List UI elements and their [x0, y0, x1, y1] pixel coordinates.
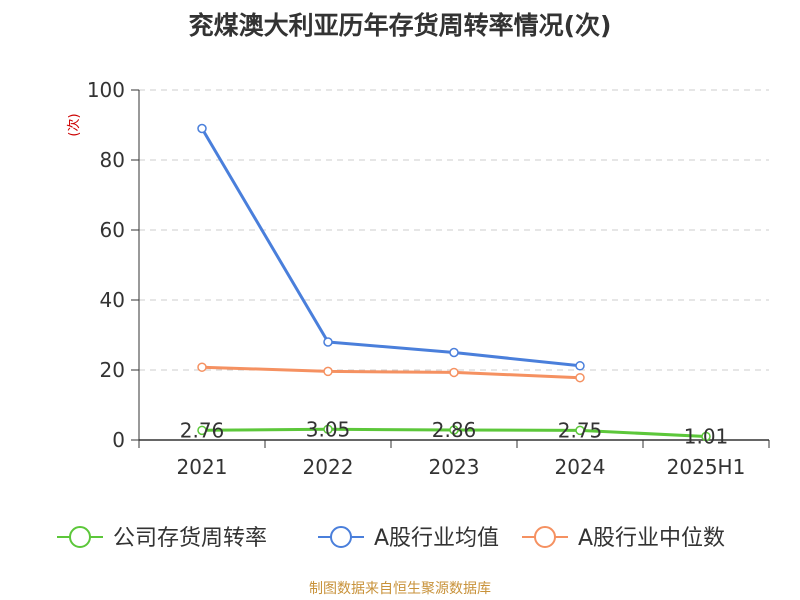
- x-tick-label-2022: 2022: [303, 455, 354, 479]
- y-axis-label: (次): [66, 113, 82, 136]
- y-tick-label-20: 20: [100, 358, 125, 382]
- y-tick-label-60: 60: [100, 218, 125, 242]
- y-tick-label-40: 40: [100, 288, 125, 312]
- legend-marker-0: [69, 526, 91, 548]
- series-2-point-2024: [575, 372, 585, 383]
- legend: 公司存货周转率 A股行业均值 A股行业中位数: [57, 526, 725, 551]
- series-0-point-2022: [323, 424, 333, 435]
- x-tick-label-2021: 2021: [177, 455, 228, 479]
- series-0-point-2023: [449, 425, 459, 435]
- series-2-point-2022: [323, 366, 333, 377]
- series-2-point-2021: [197, 362, 207, 372]
- x-tick-label-2023: 2023: [429, 455, 480, 479]
- series-0-point-2024: [575, 425, 585, 436]
- y-tick-label-80: 80: [100, 148, 125, 172]
- y-tick-label-100: 100: [87, 78, 125, 102]
- series-0-point-2025H1: [701, 431, 711, 442]
- series-line-2: [201, 365, 581, 380]
- series-2-point-2023: [449, 367, 459, 378]
- series-0-point-2021: [197, 425, 207, 436]
- source-note: 制图数据来自恒生聚源数据库: [309, 581, 491, 597]
- series-1-point-2024: [575, 361, 585, 371]
- series-lines: [197, 123, 711, 442]
- series-1-point-2023: [449, 347, 459, 358]
- data-label-2023: 2.86: [432, 418, 477, 442]
- legend-label-0: 公司存货周转率: [113, 526, 267, 551]
- series-1-point-2022: [323, 337, 333, 347]
- grid-lines: [139, 89, 769, 371]
- axes: 0 20 40 60 80 100 2021 2022 2023 2024 2025H1: [87, 78, 770, 479]
- data-label-2025H1: 1.01: [684, 424, 729, 448]
- legend-label-2: A股行业中位数: [578, 526, 725, 551]
- data-label-2021: 2.76: [180, 418, 225, 442]
- data-label-2022: 3.05: [306, 417, 351, 441]
- chart-title: 兖煤澳大利亚历年存货周转率情况(次): [188, 11, 612, 40]
- series-line-1: [200, 127, 581, 368]
- legend-marker-2: [534, 526, 556, 548]
- series-1-point-2021: [197, 123, 207, 134]
- legend-label-1: A股行业均值: [374, 526, 499, 551]
- data-label-2024: 2.75: [558, 418, 603, 442]
- legend-marker-1: [330, 526, 352, 548]
- x-tick-label-2025H1: 2025H1: [667, 455, 746, 479]
- x-tick-label-2024: 2024: [555, 455, 606, 479]
- y-tick-label-0: 0: [112, 428, 125, 452]
- data-labels: 2.76 3.05 2.86 2.75 1.01: [180, 417, 729, 448]
